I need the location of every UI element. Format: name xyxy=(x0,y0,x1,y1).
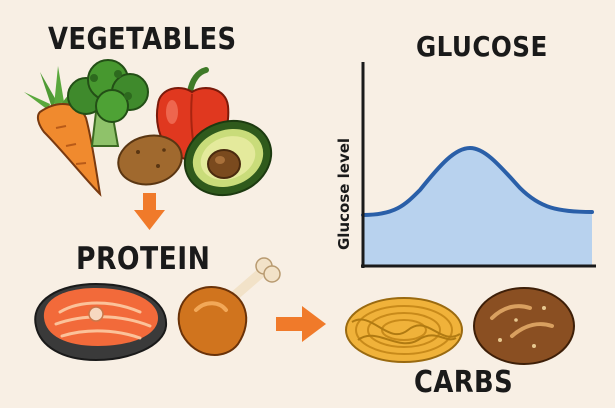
protein-heading: PROTEIN xyxy=(76,241,211,277)
salmon-steak-icon xyxy=(34,282,168,362)
spaghetti-icon xyxy=(345,297,463,363)
avocado-icon xyxy=(183,119,273,197)
glucose-chart: Glucose level xyxy=(335,62,596,268)
glucose-curve-line xyxy=(361,145,594,217)
vegetables-heading: VEGETABLES xyxy=(48,22,237,57)
potato-icon xyxy=(117,134,183,186)
glucose-heading: GLUCOSE xyxy=(416,30,548,63)
glucose-curve-area xyxy=(363,148,592,266)
down-arrow-icon xyxy=(134,193,165,230)
right-arrow-icon xyxy=(276,306,326,342)
carbs-heading: CARBS xyxy=(414,365,514,400)
bread-loaf-icon xyxy=(473,287,575,365)
broccoli-icon xyxy=(67,59,149,147)
chicken-leg-icon xyxy=(177,257,281,356)
y-axis-label: Glucose level xyxy=(335,138,353,250)
